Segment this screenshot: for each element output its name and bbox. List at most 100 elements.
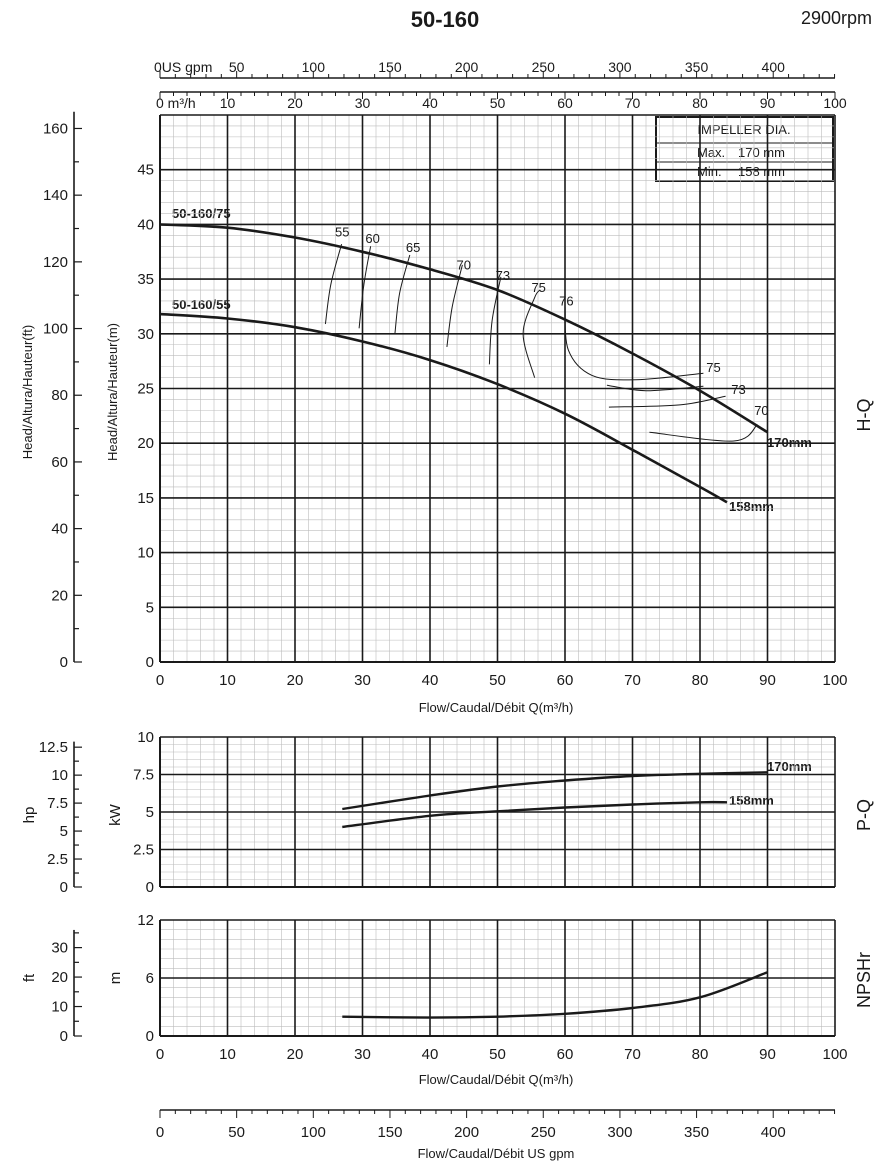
npsh-ft-tick-label: 10 (51, 999, 68, 1016)
top-m3h-tick-label: 100 (823, 95, 847, 111)
impeller-legend-max-label: Max. (697, 145, 725, 160)
hq-curve-170mm (159, 223, 769, 434)
bottom-gpm-tick-label: 150 (377, 1124, 402, 1141)
hp-tick-label: 5 (60, 823, 68, 840)
npsh-panel-label: NPSHr (854, 952, 874, 1008)
ft-tick-label: 0 (60, 654, 68, 671)
y-tick-label: 0 (146, 654, 154, 671)
top-gpm-tick-label: 400 (762, 59, 786, 75)
bottom-gpm-tick-label: 100 (301, 1124, 326, 1141)
npsh-ft-tick-label: 30 (51, 940, 68, 957)
x-tick-label: 100 (822, 672, 847, 689)
npsh-ft-tick-label: 20 (51, 969, 68, 986)
pq-panel-label: P-Q (854, 799, 874, 831)
hq-curve-158mm (159, 312, 728, 504)
efficiency-label: 75 (706, 360, 720, 375)
hp-tick-label: 7.5 (47, 795, 68, 812)
gpm-x-axis-label: Flow/Caudal/Débit US gpm (418, 1146, 575, 1161)
hp-tick-label: 0 (60, 879, 68, 896)
y-tick-label: 5 (146, 599, 154, 616)
y-tick-label: 45 (137, 162, 154, 179)
y-tick-label: 15 (137, 490, 154, 507)
x-tick-label: 30 (354, 672, 371, 689)
npsh-ylabel-m: m (107, 972, 124, 985)
efficiency-label: 70 (457, 257, 471, 272)
hq-ylabel-ft: Head/Altura/Hauteur(ft) (20, 325, 35, 459)
bottom-gpm-tick-label: 50 (228, 1124, 245, 1141)
pq-ylabel-hp: hp (21, 807, 38, 824)
series-model-label-55: 50-160/55 (172, 297, 231, 312)
hq-panel-label: H-Q (854, 399, 874, 432)
npsh-ylabel-ft: ft (21, 973, 38, 982)
y-tick-label: 25 (137, 381, 154, 398)
top-m3h-tick-label: 60 (557, 95, 573, 111)
power-series-label-170mm: 170mm (767, 759, 812, 774)
pq-ylabel-kw: kW (107, 803, 124, 826)
top-m3h-tick-label: 20 (287, 95, 303, 111)
ft-tick-label: 80 (51, 387, 68, 404)
top-m3h-tick-label: 90 (760, 95, 776, 111)
x-tick-label: 100 (822, 1046, 847, 1063)
bottom-gpm-tick-label: 0 (156, 1124, 164, 1141)
x-tick-label: 40 (422, 1046, 439, 1063)
x-tick-label: 0 (156, 672, 164, 689)
top-m3h-tick-label: 50 (490, 95, 506, 111)
y-tick-label: 0 (146, 1028, 154, 1045)
y-tick-label: 0 (146, 879, 154, 896)
hp-tick-label: 10 (51, 767, 68, 784)
efficiency-contour-76 (564, 306, 704, 381)
y-tick-label: 20 (137, 435, 154, 452)
ft-tick-label: 100 (43, 321, 68, 338)
x-tick-label: 80 (692, 1046, 709, 1063)
efficiency-contour-70 (446, 264, 463, 347)
y-tick-label: 40 (137, 216, 154, 233)
x-tick-label: 50 (489, 672, 506, 689)
efficiency-label: 76 (559, 293, 573, 308)
y-tick-label: 2.5 (133, 842, 154, 859)
ft-tick-label: 140 (43, 187, 68, 204)
top-gpm-tick-label: 100 (302, 59, 326, 75)
ft-tick-label: 60 (51, 454, 68, 471)
top-gpm-tick-label: 150 (378, 59, 402, 75)
hp-tick-label: 2.5 (47, 851, 68, 868)
top-m3h-tick-label: 40 (422, 95, 438, 111)
x-tick-label: 10 (219, 1046, 236, 1063)
y-tick-label: 30 (137, 326, 154, 343)
efficiency-contour-55 (324, 243, 343, 325)
x-tick-label: 90 (759, 672, 776, 689)
efficiency-contour-73 (608, 395, 726, 408)
efficiency-label: 55 (335, 224, 349, 239)
y-tick-label: 6 (146, 970, 154, 987)
impeller-legend-title: IMPELLER DIA. (697, 122, 790, 137)
chart-dynamic-layer: 05101520253035404502.557.510061202040608… (39, 59, 848, 1141)
x-tick-label: 10 (219, 672, 236, 689)
efficiency-contour-75 (606, 384, 704, 392)
efficiency-contour-70 (649, 424, 758, 442)
y-tick-label: 7.5 (133, 767, 154, 784)
efficiency-contour-75 (522, 289, 541, 378)
top-m3h-tick-label: 70 (625, 95, 641, 111)
y-tick-label: 10 (137, 545, 154, 562)
efficiency-label: 65 (406, 240, 420, 255)
top-gpm-tick-label: 300 (608, 59, 632, 75)
x-tick-label: 0 (156, 1046, 164, 1063)
x-tick-label: 60 (557, 1046, 574, 1063)
x-tick-label: 30 (354, 1046, 371, 1063)
efficiency-contour-60 (358, 246, 372, 329)
x-tick-label: 20 (287, 1046, 304, 1063)
y-tick-label: 10 (137, 729, 154, 746)
efficiency-label: 73 (496, 268, 510, 283)
top-m3h-tick-label: 10 (220, 95, 236, 111)
top-gpm-tick-label: 200 (455, 59, 479, 75)
ft-tick-label: 120 (43, 254, 68, 271)
hq-ylabel-m: Head/Altura/Hauteur(m) (105, 323, 120, 461)
efficiency-contour-65 (394, 254, 411, 334)
x-tick-label: 70 (624, 672, 641, 689)
x-tick-label: 70 (624, 1046, 641, 1063)
top-m3h-origin-label: 0 m³/h (156, 95, 196, 111)
x-tick-label: 20 (287, 672, 304, 689)
y-tick-label: 5 (146, 804, 154, 821)
efficiency-label: 70 (754, 403, 768, 418)
hq-x-axis-label: Flow/Caudal/Débit Q(m³/h) (419, 700, 574, 715)
